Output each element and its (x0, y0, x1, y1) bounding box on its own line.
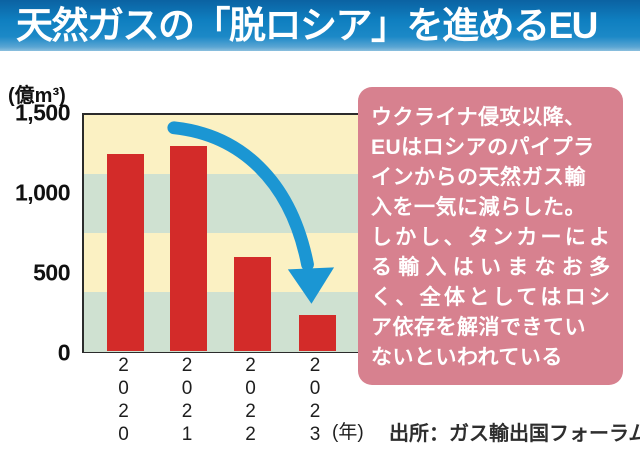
x-tick-label-2021: 2021 (176, 355, 198, 447)
annotation-line: ないといわれている (371, 346, 563, 369)
annotation-line: インからの天然ガス輸 (371, 166, 586, 189)
annotation-line: ウクライナ侵攻以降、 (371, 106, 586, 129)
y-axis-unit-label: (億m³) (8, 85, 66, 107)
annotation-line: く、全体としてはロシ (371, 286, 610, 309)
annotation-line: ア依存を解消できてい (371, 316, 586, 339)
chart-plot-area (82, 113, 360, 353)
x-axis: 2020 2021 2022 2023 (0, 355, 640, 447)
x-tick-label-2020: 2020 (113, 355, 134, 447)
y-tick-label: 500 (33, 259, 70, 286)
bar-2020 (107, 154, 144, 351)
x-tick-label-2022: 2022 (240, 355, 261, 447)
y-tick-label: 0 (57, 339, 71, 366)
y-tick-label: 1,500 (14, 99, 71, 126)
annotation-line: しかし、タンカーによ (371, 226, 610, 249)
annotation-line: 入を一気に減らした。 (371, 196, 586, 219)
x-tick-label-2023: 2023 (304, 355, 326, 447)
title-bar: 天然ガスの「脱ロシア」を進めるEU (0, 0, 640, 51)
bar-2023 (298, 314, 336, 351)
x-axis-unit-label: (年) (332, 422, 364, 443)
annotation-box: ウクライナ侵攻以降、 EUはロシアのパイプラ インからの天然ガス輸 入を一気に減らした… (358, 87, 623, 385)
page-title: 天然ガスの「脱ロシア」を進めるEU (16, 5, 598, 46)
y-axis: 1,500 1,000 500 0 (0, 100, 71, 366)
annotation-line: る輸入はいまなお多 (371, 256, 610, 279)
source-credit: 出所：ガス輸出国フォーラム (389, 423, 640, 445)
bar-2022 (234, 256, 271, 351)
y-tick-label: 1,000 (14, 179, 71, 206)
annotation-line: EUはロシアのパイプラ (371, 136, 595, 159)
bar-2021 (170, 146, 207, 351)
